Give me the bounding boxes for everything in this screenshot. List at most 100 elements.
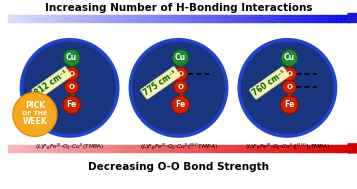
Bar [251, 15, 256, 22]
Bar [311, 145, 315, 152]
Bar [51, 145, 55, 152]
Bar [29, 15, 34, 22]
Bar [59, 145, 64, 152]
Bar [38, 15, 42, 22]
Text: Increasing Number of H-Bonding Interactions: Increasing Number of H-Bonding Interacti… [45, 3, 312, 13]
Bar [281, 15, 286, 22]
Bar [225, 15, 230, 22]
Text: 760 cm⁻¹: 760 cm⁻¹ [251, 68, 288, 98]
Bar [255, 145, 260, 152]
Circle shape [174, 80, 187, 94]
Bar [144, 15, 149, 22]
Circle shape [282, 67, 296, 81]
Bar [260, 15, 264, 22]
Bar [119, 145, 124, 152]
Bar [319, 15, 324, 22]
Text: WEEK: WEEK [22, 117, 47, 126]
Bar [260, 145, 264, 152]
Bar [341, 15, 345, 22]
Bar [191, 145, 196, 152]
Circle shape [62, 96, 81, 114]
Bar [272, 15, 277, 22]
Bar [281, 145, 286, 152]
Circle shape [65, 80, 79, 94]
Bar [208, 145, 213, 152]
Bar [323, 145, 328, 152]
Bar [132, 145, 136, 152]
Bar [183, 15, 187, 22]
Bar [149, 15, 154, 22]
FancyArrow shape [348, 13, 357, 22]
Bar [170, 145, 175, 152]
Bar [25, 15, 30, 22]
Bar [264, 15, 268, 22]
Bar [106, 145, 111, 152]
Bar [170, 15, 175, 22]
Bar [306, 15, 311, 22]
Circle shape [21, 40, 118, 136]
Bar [328, 15, 332, 22]
Bar [153, 15, 158, 22]
Bar [247, 15, 251, 22]
Circle shape [65, 67, 79, 81]
Bar [51, 15, 55, 22]
Bar [196, 15, 200, 22]
Bar [93, 15, 98, 22]
Circle shape [63, 49, 80, 66]
Bar [115, 15, 119, 22]
Bar [132, 15, 136, 22]
Circle shape [281, 49, 298, 66]
Circle shape [130, 40, 227, 136]
Bar [140, 15, 145, 22]
Bar [119, 15, 124, 22]
Bar [55, 145, 60, 152]
Bar [97, 145, 102, 152]
FancyArrow shape [348, 144, 357, 153]
Circle shape [280, 96, 298, 114]
Bar [285, 145, 290, 152]
Bar [336, 145, 341, 152]
Bar [183, 145, 187, 152]
Bar [187, 145, 192, 152]
Bar [234, 145, 239, 152]
Bar [306, 145, 311, 152]
Text: Cu: Cu [284, 53, 295, 62]
Bar [178, 15, 183, 22]
Bar [268, 145, 273, 152]
Text: 812 cm⁻¹: 812 cm⁻¹ [33, 68, 70, 98]
Circle shape [282, 80, 296, 94]
Circle shape [13, 92, 57, 136]
Bar [345, 15, 350, 22]
Text: OF THE: OF THE [22, 111, 47, 116]
Bar [136, 145, 141, 152]
Text: $(L)F_8Fe^{III}$-$O_2$-$Cu^{II}([^{NH_2}]_2TMPA)$: $(L)F_8Fe^{III}$-$O_2$-$Cu^{II}([^{NH_2}… [245, 142, 330, 152]
Circle shape [239, 40, 336, 136]
Bar [174, 145, 179, 152]
Bar [8, 145, 13, 152]
Bar [72, 15, 77, 22]
Bar [38, 145, 42, 152]
Bar [315, 145, 320, 152]
Circle shape [172, 49, 189, 66]
Bar [200, 145, 205, 152]
Bar [80, 145, 85, 152]
Bar [230, 15, 235, 22]
Bar [289, 145, 294, 152]
Bar [89, 145, 94, 152]
Bar [161, 15, 166, 22]
Bar [157, 15, 162, 22]
Bar [328, 145, 332, 152]
Bar [302, 15, 307, 22]
Bar [221, 145, 226, 152]
Circle shape [171, 96, 190, 114]
Bar [85, 15, 90, 22]
Bar [55, 15, 60, 22]
Bar [127, 145, 132, 152]
Bar [157, 145, 162, 152]
Text: $(L)F_8Fe^{III}$-$O_2$-$Cu^{II}$(TMPA): $(L)F_8Fe^{III}$-$O_2$-$Cu^{II}$(TMPA) [35, 142, 105, 152]
Bar [149, 145, 154, 152]
Bar [238, 145, 243, 152]
Bar [230, 145, 235, 152]
Bar [110, 145, 115, 152]
Bar [251, 145, 256, 152]
